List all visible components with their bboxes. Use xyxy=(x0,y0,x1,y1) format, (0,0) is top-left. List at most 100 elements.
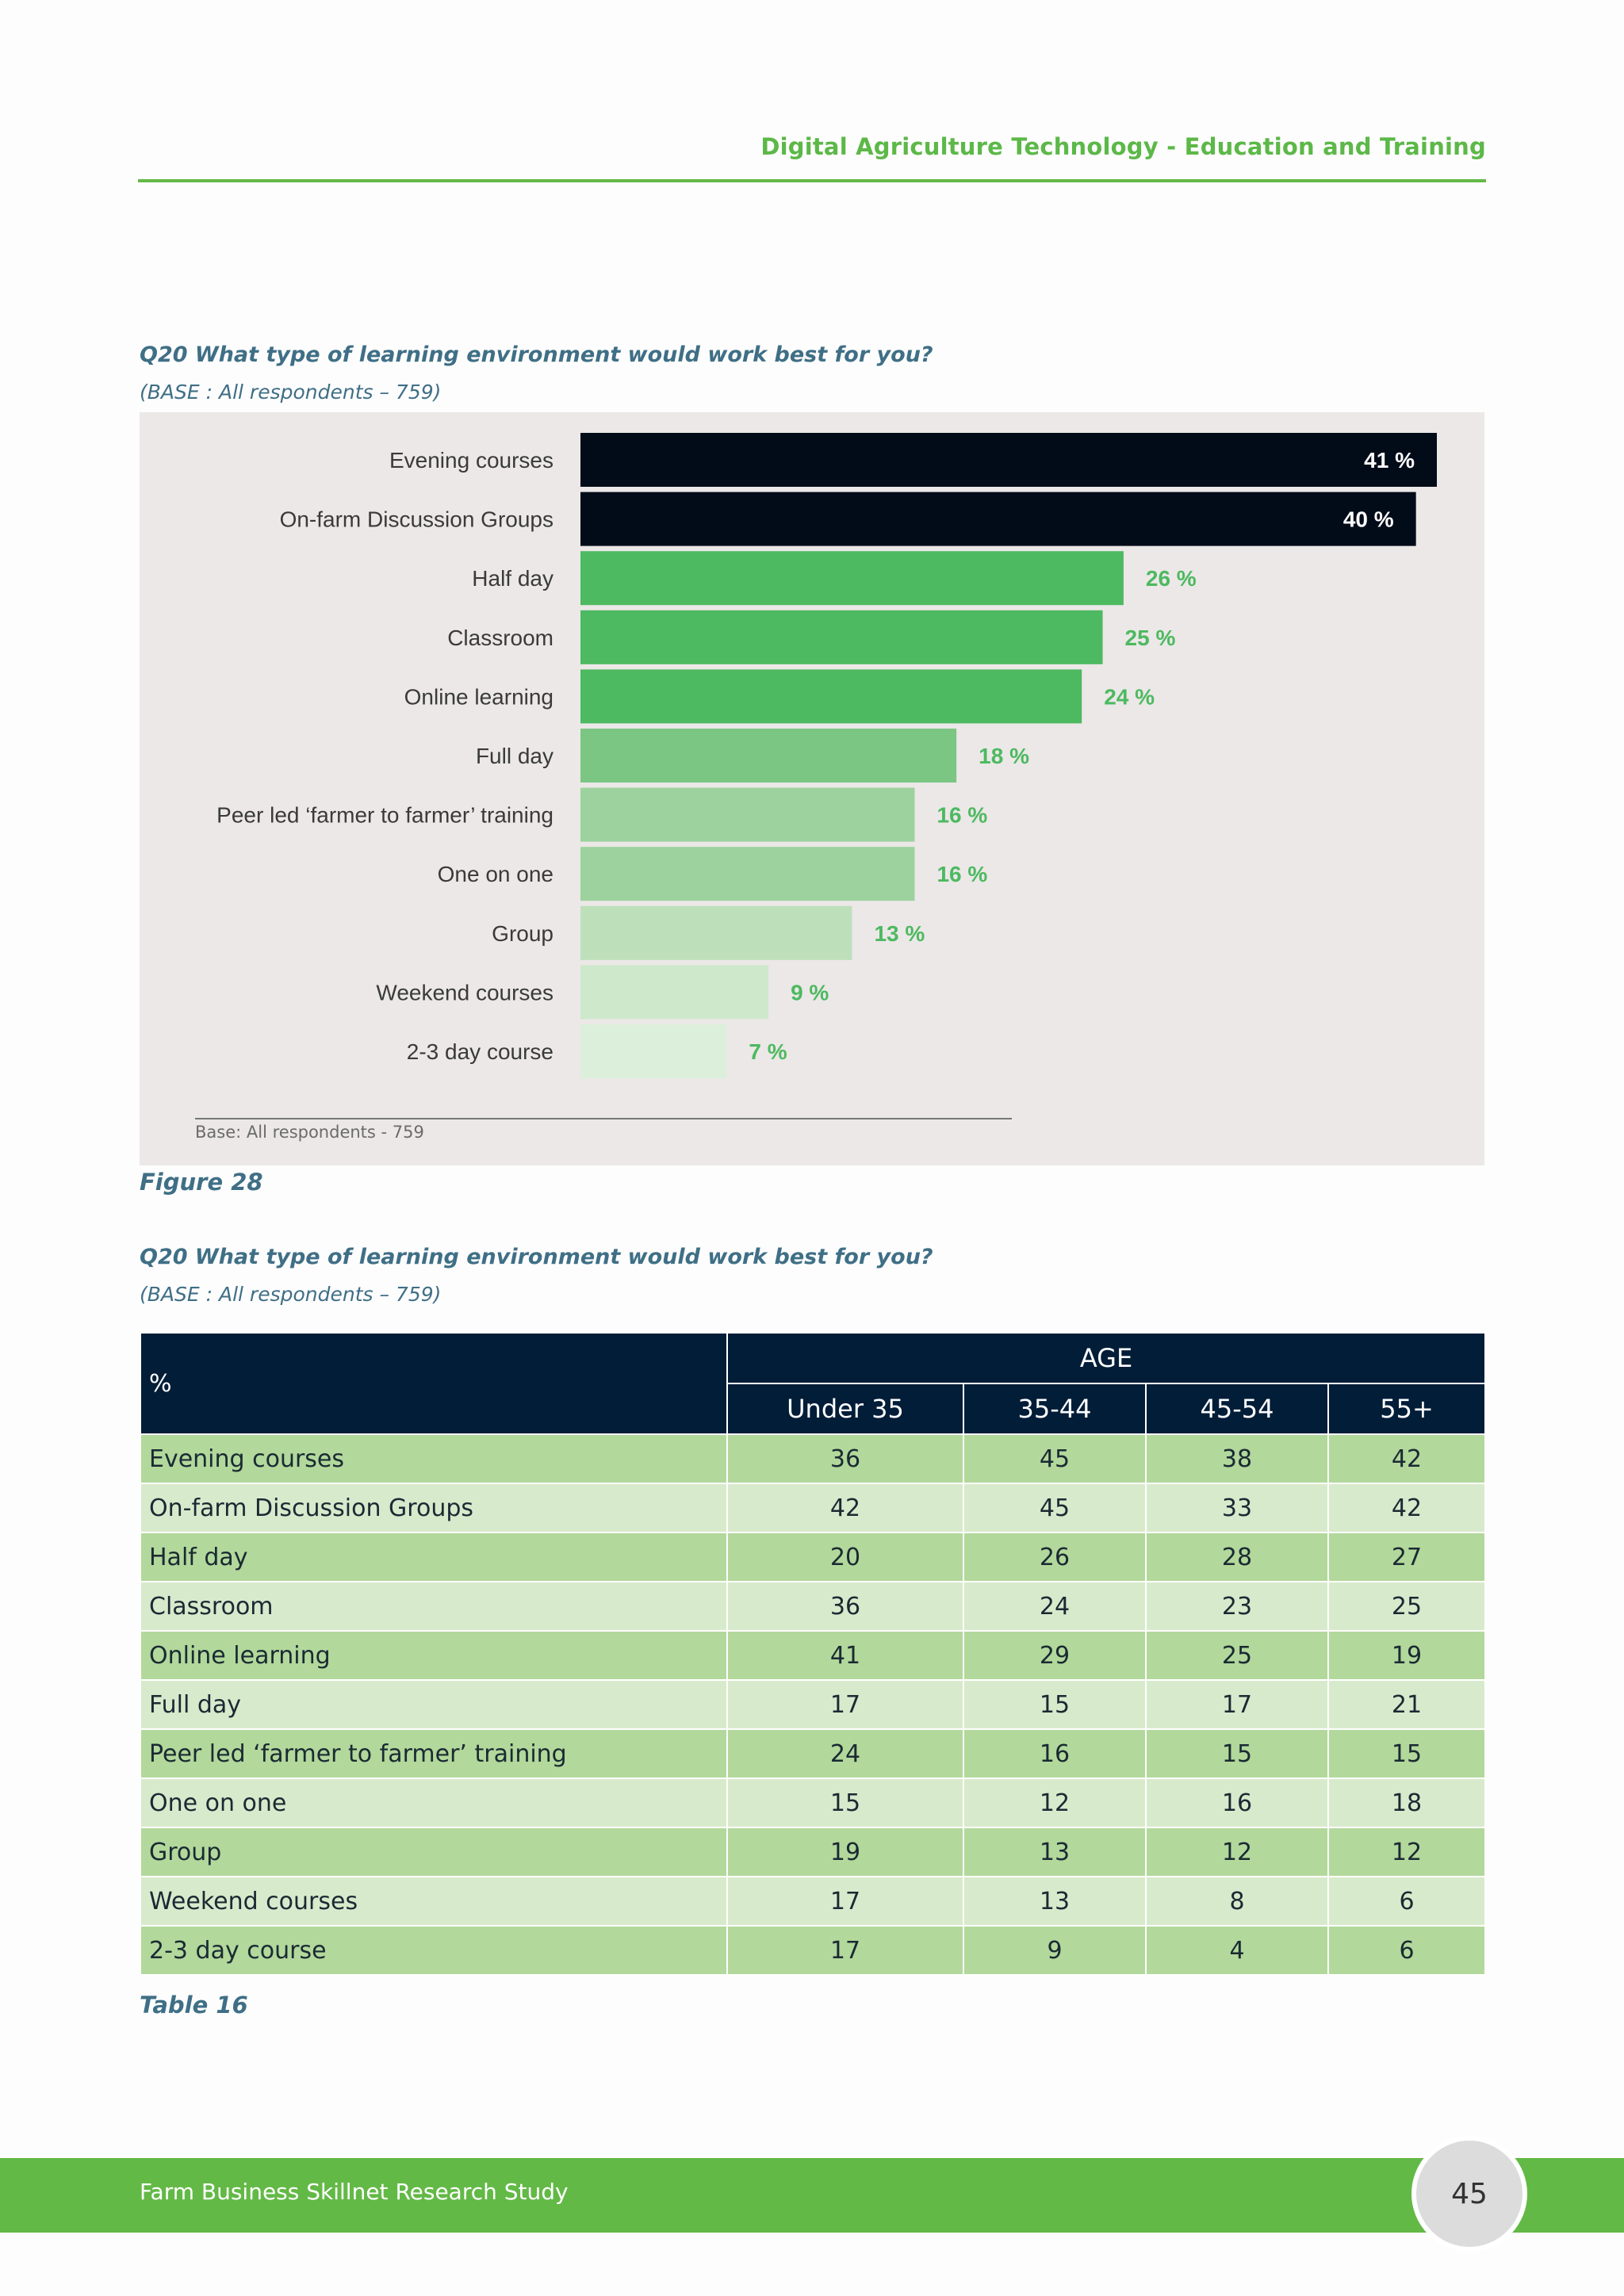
value-label: 26 % xyxy=(1146,566,1197,591)
age-table: % AGE Under 35 35-44 45-54 55+ Evening c… xyxy=(140,1332,1487,1976)
category-label: On-farm Discussion Groups xyxy=(280,507,553,532)
row-label: Peer led ‘farmer to farmer’ training xyxy=(140,1728,728,1779)
bar xyxy=(580,1024,727,1078)
table-cell: 26 xyxy=(963,1532,1147,1582)
bar xyxy=(580,551,1124,606)
footer-bar xyxy=(0,2158,1624,2233)
category-label: Weekend courses xyxy=(376,980,553,1004)
table-cell: 29 xyxy=(963,1630,1147,1681)
bar xyxy=(580,729,957,783)
table-cell: 24 xyxy=(963,1581,1147,1632)
value-label: 16 % xyxy=(936,862,987,886)
table-cell: 36 xyxy=(726,1433,964,1484)
table-cell: 36 xyxy=(726,1581,964,1632)
value-label: 16 % xyxy=(936,803,987,828)
table-row: Weekend courses 17 13 8 6 xyxy=(140,1876,1487,1927)
table-cell: 18 xyxy=(1327,1777,1487,1828)
table-row: Online learning 41 29 25 19 xyxy=(140,1630,1487,1681)
table-cell: 17 xyxy=(726,1925,964,1976)
table-cell: 41 xyxy=(726,1630,964,1681)
table-question: Q20 What type of learning environment wo… xyxy=(140,1245,933,1269)
category-label: Evening courses xyxy=(389,448,553,473)
category-label: Half day xyxy=(472,566,553,591)
value-label: 41 % xyxy=(1364,448,1415,473)
row-label: One on one xyxy=(140,1777,728,1828)
column-header-under-35: Under 35 xyxy=(726,1383,964,1435)
category-label: Full day xyxy=(476,744,553,768)
bar xyxy=(580,610,1103,664)
table-row: On-farm Discussion Groups 42 45 33 42 xyxy=(140,1483,1487,1533)
table-cell: 4 xyxy=(1145,1925,1329,1976)
table-cell: 19 xyxy=(726,1827,964,1877)
value-label: 18 % xyxy=(979,744,1029,768)
table-cell: 6 xyxy=(1327,1876,1487,1927)
table-cell: 12 xyxy=(1145,1827,1329,1877)
table-row: 2-3 day course 17 9 4 6 xyxy=(140,1925,1487,1976)
table-cell: 15 xyxy=(726,1777,964,1828)
table-cell: 42 xyxy=(1327,1433,1487,1484)
percent-header: % xyxy=(140,1332,728,1435)
value-label: 7 % xyxy=(749,1039,787,1064)
figure-question: Q20 What type of learning environment wo… xyxy=(140,342,933,367)
row-label: Half day xyxy=(140,1532,728,1582)
row-label: 2-3 day course xyxy=(140,1925,728,1976)
table-cell: 21 xyxy=(1327,1679,1487,1730)
table-cell: 25 xyxy=(1327,1581,1487,1632)
chart-panel: Evening courses 41 % On-farm Discussion Gr… xyxy=(140,412,1484,1165)
table-cell: 33 xyxy=(1145,1483,1329,1533)
page-number: 45 xyxy=(1411,2136,1527,2252)
row-label: Group xyxy=(140,1827,728,1877)
category-label: One on one xyxy=(438,862,553,886)
row-label: On-farm Discussion Groups xyxy=(140,1483,728,1533)
table-base: (BASE : All respondents – 759) xyxy=(140,1283,442,1306)
value-label: 9 % xyxy=(791,980,829,1004)
bar xyxy=(580,965,769,1020)
chart-base-note: Base: All respondents - 759 xyxy=(195,1123,424,1142)
value-label: 40 % xyxy=(1343,507,1394,532)
value-label: 13 % xyxy=(874,921,925,946)
bar xyxy=(580,433,1437,487)
table-cell: 45 xyxy=(963,1483,1147,1533)
table-row: Half day 20 26 28 27 xyxy=(140,1532,1487,1582)
bar xyxy=(580,787,915,842)
table-cell: 42 xyxy=(1327,1483,1487,1533)
table-cell: 24 xyxy=(726,1728,964,1779)
bar-chart: Evening courses 41 % On-farm Discussion Gr… xyxy=(216,433,1437,1078)
row-label: Online learning xyxy=(140,1630,728,1681)
category-label: Classroom xyxy=(447,626,553,650)
table-cell: 8 xyxy=(1145,1876,1329,1927)
table-cell: 20 xyxy=(726,1532,964,1582)
table-row: Classroom 36 24 23 25 xyxy=(140,1581,1487,1632)
column-header-35-44: 35-44 xyxy=(963,1383,1147,1435)
table-row: Group 19 13 12 12 xyxy=(140,1827,1487,1877)
value-label: 25 % xyxy=(1125,626,1176,650)
table-row: Peer led ‘farmer to farmer’ training 24 … xyxy=(140,1728,1487,1779)
row-label: Full day xyxy=(140,1679,728,1730)
category-label: Online learning xyxy=(404,684,553,709)
table-cell: 13 xyxy=(963,1827,1147,1877)
table-cell: 16 xyxy=(963,1728,1147,1779)
category-label: Peer led ‘farmer to farmer’ training xyxy=(216,803,553,828)
table-cell: 15 xyxy=(1145,1728,1329,1779)
category-label: Group xyxy=(492,921,553,946)
table-cell: 38 xyxy=(1145,1433,1329,1484)
column-header-45-54: 45-54 xyxy=(1145,1383,1329,1435)
category-label: 2-3 day course xyxy=(407,1039,553,1064)
table-cell: 13 xyxy=(963,1876,1147,1927)
table-cell: 45 xyxy=(963,1433,1147,1484)
figure-base: (BASE : All respondents – 759) xyxy=(140,381,442,404)
table-cell: 16 xyxy=(1145,1777,1329,1828)
table-cell: 15 xyxy=(1327,1728,1487,1779)
table-cell: 25 xyxy=(1145,1630,1329,1681)
table-cell: 17 xyxy=(1145,1679,1329,1730)
footer-text: Farm Business Skillnet Research Study xyxy=(140,2179,569,2205)
table-row: Full day 17 15 17 21 xyxy=(140,1679,1487,1730)
table-cell: 23 xyxy=(1145,1581,1329,1632)
row-label: Classroom xyxy=(140,1581,728,1632)
header-rule xyxy=(138,179,1486,182)
table-cell: 28 xyxy=(1145,1532,1329,1582)
table-cell: 19 xyxy=(1327,1630,1487,1681)
table-cell: 12 xyxy=(1327,1827,1487,1877)
bar xyxy=(580,669,1082,724)
table-row: Evening courses 36 45 38 42 xyxy=(140,1433,1487,1484)
